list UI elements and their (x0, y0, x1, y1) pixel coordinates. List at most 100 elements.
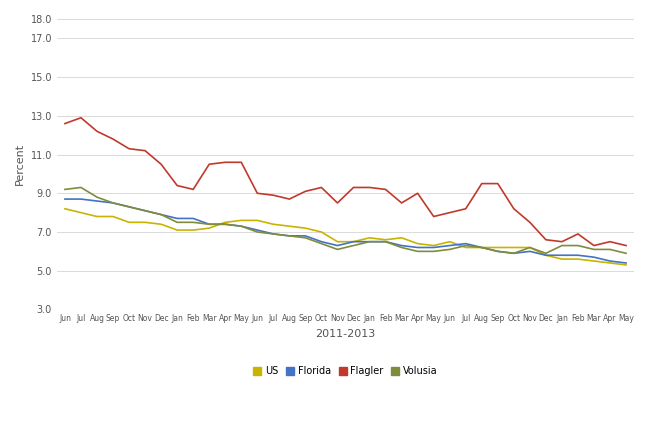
Florida (189, 216, 197, 221)
Florida (254, 228, 261, 233)
Florida (125, 204, 133, 210)
Volusia (61, 187, 69, 192)
US (125, 220, 133, 225)
US (189, 228, 197, 233)
Flagler (318, 185, 326, 190)
Flagler (237, 160, 245, 165)
Volusia (382, 239, 389, 244)
Flagler (270, 193, 278, 198)
Florida (478, 245, 486, 250)
Volusia (478, 245, 486, 250)
Florida (542, 253, 550, 258)
Florida (590, 254, 598, 260)
Volusia (254, 229, 261, 235)
Flagler (285, 197, 293, 202)
Flagler (366, 185, 374, 190)
Flagler (574, 232, 582, 237)
Florida (333, 243, 341, 248)
US (446, 239, 454, 244)
Flagler (93, 129, 101, 134)
US (510, 245, 517, 250)
Florida (302, 233, 309, 238)
Flagler (558, 239, 566, 244)
Florida (558, 253, 566, 258)
US (574, 257, 582, 262)
US (61, 206, 69, 211)
Flagler (510, 206, 517, 211)
US (254, 218, 261, 223)
Volusia (141, 208, 149, 213)
Y-axis label: Percent: Percent (15, 143, 25, 185)
Volusia (174, 220, 181, 225)
Flagler (254, 191, 261, 196)
Volusia (510, 251, 517, 256)
US (270, 222, 278, 227)
Flagler (333, 200, 341, 206)
Flagler (606, 239, 614, 244)
Flagler (478, 181, 486, 186)
US (398, 235, 406, 240)
Florida (350, 239, 358, 244)
US (205, 226, 213, 231)
Legend: US, Florida, Flagler, Volusia: US, Florida, Flagler, Volusia (250, 362, 441, 380)
Volusia (205, 222, 213, 227)
Florida (61, 197, 69, 202)
Flagler (590, 243, 598, 248)
Flagler (398, 200, 406, 206)
Flagler (61, 121, 69, 126)
US (333, 239, 341, 244)
Florida (270, 232, 278, 237)
Volusia (494, 249, 502, 254)
Flagler (382, 187, 389, 192)
Volusia (606, 247, 614, 252)
Florida (93, 198, 101, 203)
US (174, 228, 181, 233)
Line: Flagler: Flagler (65, 118, 626, 245)
Florida (77, 197, 85, 202)
Flagler (494, 181, 502, 186)
US (157, 222, 165, 227)
Volusia (462, 243, 470, 248)
Volusia (430, 249, 437, 254)
US (462, 245, 470, 250)
Volusia (542, 251, 550, 256)
US (478, 245, 486, 250)
Volusia (558, 243, 566, 248)
Volusia (398, 245, 406, 250)
US (141, 220, 149, 225)
Volusia (302, 235, 309, 240)
US (414, 241, 422, 246)
Flagler (77, 115, 85, 121)
Volusia (622, 251, 630, 256)
X-axis label: 2011-2013: 2011-2013 (315, 329, 376, 339)
Florida (366, 239, 374, 244)
Flagler (205, 162, 213, 167)
Flagler (430, 214, 437, 219)
US (350, 239, 358, 244)
Volusia (77, 185, 85, 190)
Flagler (157, 162, 165, 167)
Flagler (542, 237, 550, 242)
US (382, 237, 389, 242)
Flagler (622, 243, 630, 248)
Line: Florida: Florida (65, 199, 626, 263)
US (366, 235, 374, 240)
Flagler (109, 137, 117, 142)
US (93, 214, 101, 219)
Florida (285, 233, 293, 238)
Volusia (189, 220, 197, 225)
Flagler (302, 189, 309, 194)
Florida (398, 243, 406, 248)
Volusia (366, 239, 374, 244)
Volusia (350, 243, 358, 248)
Flagler (189, 187, 197, 192)
Volusia (574, 243, 582, 248)
Line: US: US (65, 209, 626, 265)
Florida (430, 245, 437, 250)
Volusia (270, 232, 278, 237)
US (318, 229, 326, 235)
Volusia (237, 224, 245, 229)
Florida (510, 251, 517, 256)
Flagler (446, 210, 454, 215)
Volusia (285, 233, 293, 238)
